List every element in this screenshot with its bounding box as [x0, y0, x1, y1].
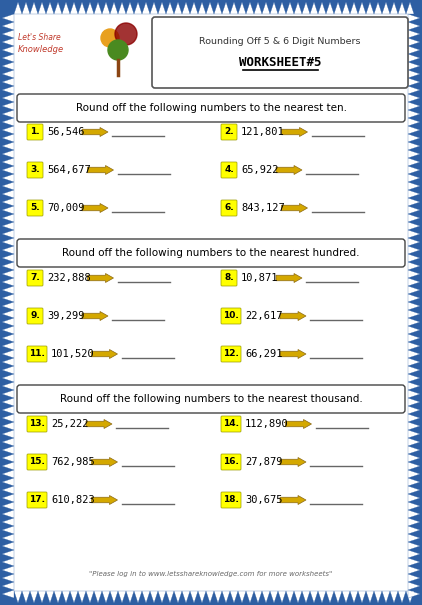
Polygon shape — [408, 406, 420, 414]
Text: 70,009: 70,009 — [47, 203, 84, 213]
Polygon shape — [14, 2, 22, 14]
Text: 3.: 3. — [30, 166, 40, 174]
Polygon shape — [214, 2, 222, 14]
Polygon shape — [2, 150, 14, 158]
FancyBboxPatch shape — [27, 308, 43, 324]
Polygon shape — [408, 190, 420, 198]
Polygon shape — [408, 550, 420, 558]
Polygon shape — [2, 302, 14, 310]
Polygon shape — [408, 86, 420, 94]
Polygon shape — [350, 2, 358, 14]
Polygon shape — [406, 591, 414, 603]
Polygon shape — [78, 2, 86, 14]
Polygon shape — [408, 222, 420, 230]
Text: 11.: 11. — [29, 350, 45, 359]
Polygon shape — [198, 2, 206, 14]
Polygon shape — [2, 582, 14, 590]
Polygon shape — [408, 422, 420, 430]
Polygon shape — [2, 102, 14, 110]
Polygon shape — [408, 22, 420, 30]
Polygon shape — [2, 502, 14, 510]
Polygon shape — [408, 102, 420, 110]
Polygon shape — [2, 214, 14, 222]
FancyArrow shape — [280, 495, 306, 505]
Polygon shape — [278, 591, 286, 603]
Text: 25,222: 25,222 — [51, 419, 89, 429]
Polygon shape — [358, 2, 366, 14]
Polygon shape — [408, 230, 420, 238]
Polygon shape — [326, 2, 334, 14]
Polygon shape — [334, 2, 342, 14]
Polygon shape — [2, 518, 14, 526]
Polygon shape — [408, 502, 420, 510]
Polygon shape — [294, 591, 302, 603]
Polygon shape — [2, 454, 14, 462]
Polygon shape — [2, 542, 14, 550]
FancyBboxPatch shape — [221, 308, 241, 324]
Polygon shape — [102, 591, 110, 603]
FancyBboxPatch shape — [27, 416, 47, 432]
Polygon shape — [334, 591, 342, 603]
Polygon shape — [408, 534, 420, 542]
Polygon shape — [110, 591, 118, 603]
Text: Let's Share: Let's Share — [18, 33, 61, 42]
Text: 27,879: 27,879 — [245, 457, 282, 467]
FancyBboxPatch shape — [14, 14, 408, 591]
Polygon shape — [214, 591, 222, 603]
Polygon shape — [408, 478, 420, 486]
Polygon shape — [408, 430, 420, 438]
Polygon shape — [2, 510, 14, 518]
Polygon shape — [2, 118, 14, 126]
Polygon shape — [70, 2, 78, 14]
Text: "Please log in to www.letsshareknowledge.com for more worksheets": "Please log in to www.letsshareknowledge… — [89, 571, 333, 577]
FancyArrow shape — [286, 419, 311, 428]
FancyBboxPatch shape — [152, 17, 408, 88]
Polygon shape — [2, 278, 14, 286]
Polygon shape — [408, 438, 420, 446]
Polygon shape — [142, 591, 150, 603]
Polygon shape — [286, 2, 294, 14]
Polygon shape — [2, 414, 14, 422]
Text: 6.: 6. — [224, 203, 234, 212]
Polygon shape — [408, 110, 420, 118]
Text: 1.: 1. — [30, 128, 40, 137]
Polygon shape — [2, 270, 14, 278]
Polygon shape — [408, 366, 420, 374]
Circle shape — [115, 23, 137, 45]
Polygon shape — [2, 294, 14, 302]
Polygon shape — [390, 2, 398, 14]
Polygon shape — [366, 2, 374, 14]
Polygon shape — [2, 230, 14, 238]
Text: 2.: 2. — [224, 128, 234, 137]
Polygon shape — [2, 382, 14, 390]
Polygon shape — [2, 438, 14, 446]
Polygon shape — [2, 46, 14, 54]
Polygon shape — [2, 70, 14, 78]
FancyBboxPatch shape — [27, 124, 43, 140]
Polygon shape — [326, 591, 334, 603]
Polygon shape — [2, 190, 14, 198]
Polygon shape — [408, 46, 420, 54]
Polygon shape — [150, 591, 158, 603]
Text: Round off the following numbers to the nearest hundred.: Round off the following numbers to the n… — [62, 248, 360, 258]
Polygon shape — [150, 2, 158, 14]
Text: 12.: 12. — [223, 350, 239, 359]
Polygon shape — [398, 591, 406, 603]
Polygon shape — [408, 206, 420, 214]
Polygon shape — [190, 591, 198, 603]
Polygon shape — [2, 494, 14, 502]
FancyBboxPatch shape — [221, 124, 237, 140]
Polygon shape — [2, 22, 14, 30]
Polygon shape — [408, 318, 420, 326]
Text: 10,871: 10,871 — [241, 273, 279, 283]
FancyBboxPatch shape — [221, 270, 237, 286]
Text: 112,890: 112,890 — [245, 419, 289, 429]
Polygon shape — [2, 166, 14, 174]
Polygon shape — [22, 591, 30, 603]
Text: 22,617: 22,617 — [245, 311, 282, 321]
Text: 14.: 14. — [223, 419, 239, 428]
FancyArrow shape — [92, 495, 117, 505]
Polygon shape — [406, 2, 414, 14]
Polygon shape — [390, 591, 398, 603]
